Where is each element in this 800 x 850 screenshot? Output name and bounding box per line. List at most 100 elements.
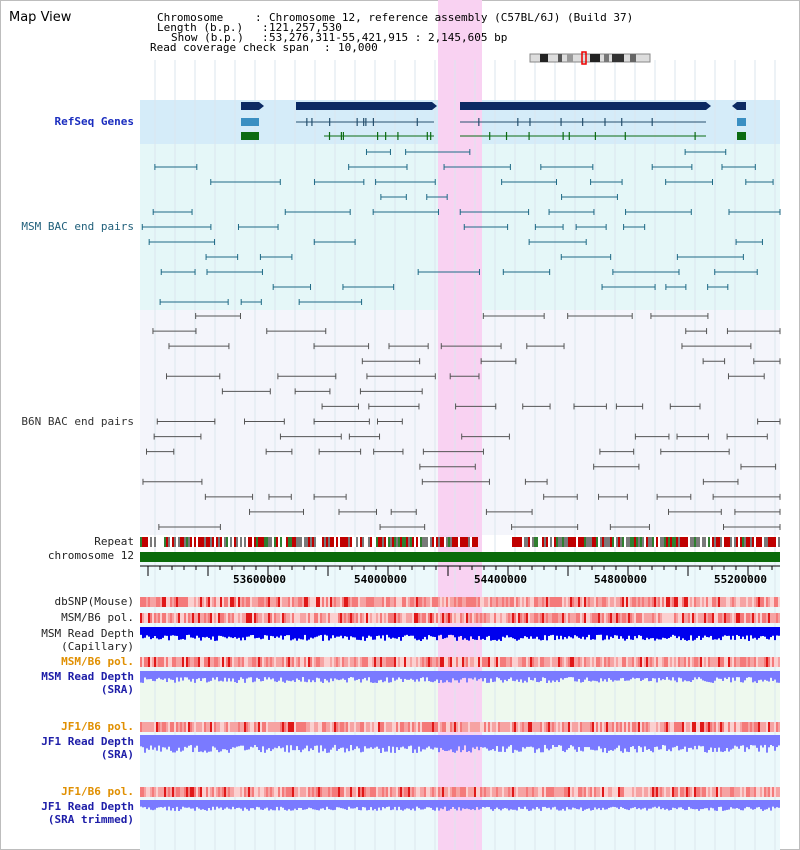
read-depth-bar bbox=[316, 627, 318, 637]
polymorphism-cell bbox=[484, 657, 486, 667]
track-label-jf1-b6-pol-2[interactable]: JF1/B6 pol. bbox=[61, 785, 134, 798]
polymorphism-cell bbox=[742, 613, 744, 623]
polymorphism-cell bbox=[384, 657, 386, 667]
read-depth-bar bbox=[470, 671, 472, 679]
read-depth-bar bbox=[668, 800, 670, 811]
read-depth-bar bbox=[664, 735, 666, 746]
polymorphism-cell bbox=[574, 722, 576, 732]
track-label-msm-read-capillary-sub: (Capillary) bbox=[61, 640, 134, 653]
read-depth-bar bbox=[218, 735, 220, 753]
repeat-element bbox=[560, 537, 562, 547]
polymorphism-cell bbox=[492, 657, 494, 667]
polymorphism-cell bbox=[696, 597, 698, 607]
read-depth-bar bbox=[220, 627, 222, 636]
polymorphism-cell bbox=[686, 597, 688, 607]
read-depth-bar bbox=[244, 671, 246, 683]
read-depth-bar bbox=[438, 627, 440, 636]
polymorphism-cell bbox=[714, 613, 716, 623]
polymorphism-cell bbox=[596, 657, 598, 667]
read-depth-bar bbox=[558, 735, 560, 746]
polymorphism-cell bbox=[504, 657, 506, 667]
read-depth-bar bbox=[156, 627, 158, 639]
polymorphism-cell bbox=[362, 597, 364, 607]
track-label-repeat[interactable]: Repeat bbox=[94, 535, 134, 548]
read-depth-bar bbox=[374, 800, 376, 809]
track-label-msm-read-sra[interactable]: MSM Read Depth bbox=[41, 670, 134, 683]
polymorphism-cell bbox=[212, 657, 214, 667]
read-depth-bar bbox=[254, 671, 256, 682]
polymorphism-cell bbox=[556, 787, 558, 797]
polymorphism-cell bbox=[444, 787, 446, 797]
polymorphism-cell bbox=[406, 597, 408, 607]
track-label-jf1-read-sra[interactable]: JF1 Read Depth bbox=[41, 735, 134, 748]
track-label-dbsnp[interactable]: dbSNP(Mouse) bbox=[54, 595, 134, 608]
read-depth-bar bbox=[420, 735, 422, 752]
track-label-b6n-bac[interactable]: B6N BAC end pairs bbox=[21, 415, 134, 428]
read-depth-bar bbox=[394, 800, 396, 807]
track-label-jf1-read-trimmed[interactable]: JF1 Read Depth bbox=[41, 800, 134, 813]
polymorphism-cell bbox=[314, 657, 316, 667]
polymorphism-cell bbox=[160, 722, 162, 732]
polymorphism-cell bbox=[196, 787, 198, 797]
polymorphism-cell bbox=[258, 657, 260, 667]
polymorphism-cell bbox=[274, 657, 276, 667]
read-depth-bar bbox=[570, 671, 572, 678]
polymorphism-cell bbox=[666, 597, 668, 607]
track-label-jf1-b6-pol-1[interactable]: JF1/B6 pol. bbox=[61, 720, 134, 733]
polymorphism-cell bbox=[402, 597, 404, 607]
read-depth-bar bbox=[694, 627, 696, 640]
read-depth-bar bbox=[652, 735, 654, 753]
read-depth-bar bbox=[590, 735, 592, 750]
polymorphism-cell bbox=[768, 597, 770, 607]
polymorphism-cell bbox=[376, 722, 378, 732]
read-depth-bar bbox=[570, 800, 572, 810]
polymorphism-cell bbox=[642, 787, 644, 797]
read-depth-bar bbox=[606, 735, 608, 753]
polymorphism-cell bbox=[652, 597, 654, 607]
track-label-msm-b6-pol-1[interactable]: MSM/B6 pol. bbox=[61, 611, 134, 624]
polymorphism-cell bbox=[148, 657, 150, 667]
track-label-msm-bac[interactable]: MSM BAC end pairs bbox=[21, 220, 134, 233]
read-depth-bar bbox=[536, 735, 538, 750]
read-depth-bar bbox=[270, 735, 272, 752]
track-label-msm-b6-pol-2[interactable]: MSM/B6 pol. bbox=[61, 655, 134, 668]
read-depth-bar bbox=[262, 627, 264, 639]
polymorphism-cell bbox=[392, 613, 394, 623]
read-depth-bar bbox=[584, 671, 586, 680]
repeat-element bbox=[432, 537, 434, 547]
polymorphism-cell bbox=[676, 722, 678, 732]
read-depth-bar bbox=[318, 800, 320, 811]
polymorphism-cell bbox=[170, 787, 172, 797]
polymorphism-cell bbox=[676, 597, 678, 607]
polymorphism-cell bbox=[378, 613, 380, 623]
repeat-element bbox=[756, 537, 758, 547]
track-label-chromosome[interactable]: chromosome 12 bbox=[47, 549, 134, 562]
ideogram-band bbox=[612, 54, 624, 62]
read-depth-bar bbox=[568, 671, 570, 678]
polymorphism-cell bbox=[536, 722, 538, 732]
polymorphism-cell bbox=[670, 597, 672, 607]
ideogram-position-marker bbox=[581, 51, 587, 65]
polymorphism-cell bbox=[188, 722, 190, 732]
read-depth-bar bbox=[354, 735, 356, 749]
repeat-element bbox=[196, 537, 198, 547]
polymorphism-cell bbox=[418, 657, 420, 667]
track-label-msm-read-capillary[interactable]: MSM Read Depth bbox=[41, 627, 134, 640]
read-depth-bar bbox=[522, 800, 524, 809]
polymorphism-cell bbox=[688, 787, 690, 797]
read-depth-bar bbox=[778, 735, 780, 746]
polymorphism-cell bbox=[776, 657, 778, 667]
polymorphism-cell bbox=[758, 597, 760, 607]
read-depth-bar bbox=[544, 800, 546, 807]
read-depth-bar bbox=[670, 735, 672, 752]
read-depth-bar bbox=[522, 627, 524, 639]
read-depth-bar bbox=[560, 800, 562, 811]
polymorphism-cell bbox=[254, 657, 256, 667]
polymorphism-cell bbox=[542, 657, 544, 667]
polymorphism-cell bbox=[410, 597, 412, 607]
read-depth-bar bbox=[270, 800, 272, 810]
read-depth-bar bbox=[532, 800, 534, 809]
read-depth-bar bbox=[428, 671, 430, 682]
track-label-refseq[interactable]: RefSeq Genes bbox=[54, 115, 134, 128]
